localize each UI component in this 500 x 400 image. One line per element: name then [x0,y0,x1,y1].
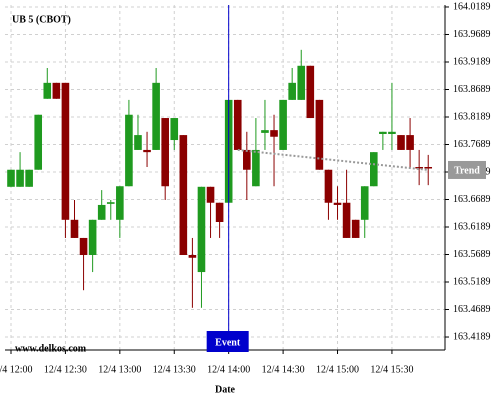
x-tick-label: 12/4 13:30 [153,364,196,375]
x-tick-label: 12/4 15:00 [316,364,359,375]
candle-body [424,166,433,169]
candle-body [261,130,269,133]
candle-body [97,204,106,220]
candle-body [125,114,133,187]
candle-body [206,186,215,203]
candle-body [16,169,24,187]
event-label: Event [215,337,241,348]
y-tick-label: 163.6689 [453,194,491,205]
y-tick-label: 163.8189 [453,111,491,122]
candle-body [161,118,169,187]
chart-title: UB 5 (CBOT) [12,14,71,25]
x-axis-label: Date [215,384,236,395]
candle-body [70,219,79,238]
y-tick-label: 163.7689 [453,139,491,150]
candle-body [143,149,151,153]
candle-body [52,82,61,99]
y-tick-label: 163.5189 [453,276,491,287]
candle-body [342,202,351,238]
trend-line [237,148,429,171]
candle-body [116,186,124,220]
y-tick-label: 163.8689 [453,84,491,95]
candle-body [406,135,414,150]
candle-body [233,99,242,150]
y-tick-label: 163.4689 [453,304,491,315]
y-tick-label: 163.4189 [453,331,491,342]
candle-body [315,99,324,170]
x-tick-label: 12/4 12:30 [44,364,87,375]
candle-body [243,149,251,170]
candle-body [397,135,405,150]
candle-body [188,255,197,258]
candle-body [388,131,396,134]
candle-body [61,82,70,220]
candle-body [79,237,88,256]
candle-body [288,82,296,100]
candle-body [134,135,142,150]
watermark: www.delkos.com [15,343,87,354]
candle-body [179,135,188,256]
candle-body [34,114,43,170]
y-tick-label: 164.0189 [453,1,491,12]
y-tick-label: 163.9189 [453,56,491,67]
y-tick-label: 163.6189 [453,221,491,232]
candle-body [215,202,224,223]
candle-body [324,169,333,203]
candle-body [379,131,387,134]
candle-body [197,186,206,273]
x-tick-label: 12/4 14:00 [207,364,250,375]
candle-body [415,166,423,169]
trend-box [448,160,486,179]
candle-body [43,82,52,99]
candle-body [152,82,160,150]
candle-body [351,219,360,238]
candle-body [360,186,369,220]
x-tick-label: 12/4 13:00 [98,364,141,375]
candle-body [7,169,15,187]
event-box [206,331,249,352]
candle-body [333,202,342,205]
candle-body [306,65,315,119]
candle-body [170,118,179,141]
x-tick-label: 12/4 15:30 [370,364,413,375]
x-tick-label: 12/4 14:30 [262,364,305,375]
candle-body [88,219,97,256]
candle-body [297,65,306,100]
candle-body [279,99,287,150]
candle-body [252,149,260,187]
candle-body [370,152,378,187]
candle-body [25,169,33,187]
y-tick-label: 163.9689 [453,29,491,40]
candle-body [106,202,115,204]
x-tick-label: 12/4 12:00 [0,364,33,375]
candle-body [270,130,278,137]
trend-label: Trend [454,165,480,176]
y-tick-label: 163.5689 [453,249,491,260]
